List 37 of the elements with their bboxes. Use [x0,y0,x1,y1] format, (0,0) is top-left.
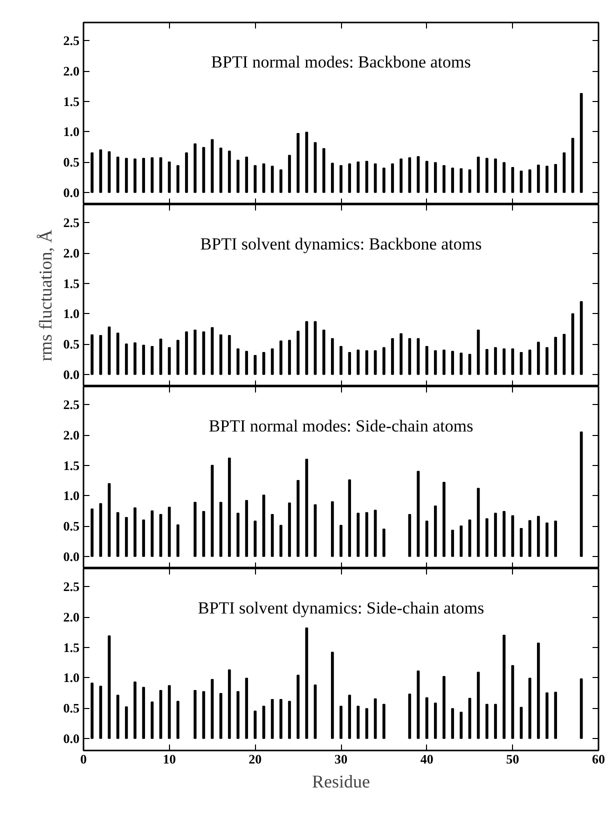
y-tick-label: 1.5 [63,94,80,109]
y-tick-label: 0.0 [63,730,80,746]
y-tick-label: 1.0 [63,488,80,504]
y-tick-label: 2.5 [63,215,80,230]
y-tick-label: 1.5 [63,276,80,291]
text: BPTI solvent dynamics: Side-chain atoms [198,598,484,618]
x-axis-title: Residue [312,772,370,792]
y-tick-label: 1.5 [63,458,80,473]
y-tick-label: 2.0 [63,610,80,625]
y-tick-label: 2.5 [63,579,80,594]
y-tick-label: 2.5 [63,33,80,48]
y-axis-title: rms fluctuation, Å [35,230,56,362]
y-tick-label: 0.0 [63,184,80,200]
text: BPTI normal modes: Side-chain atoms [208,416,474,436]
x-tick-label: 0 [80,752,87,766]
y-tick-label: 1.5 [63,640,80,655]
y-tick-label: 0.5 [63,336,80,352]
y-tick-label: 2.5 [63,397,80,412]
text: BPTI normal modes: Backbone atoms [211,52,471,72]
y-tick-label: 2.0 [63,64,80,79]
y-tick-label: 0.0 [63,366,80,382]
x-tick-label: 40 [420,752,434,766]
y-tick-label: 1.0 [63,124,80,140]
y-tick-label: 0.5 [63,518,80,534]
y-tick-label: 1.0 [63,306,80,322]
text: BPTI solvent dynamics: Backbone atoms [200,234,482,254]
x-tick-label: 50 [506,752,520,766]
x-tick-label: 20 [248,752,262,766]
y-tick-label: 1.0 [63,670,80,686]
x-tick-label: 60 [592,752,605,766]
x-tick-label: 10 [162,752,176,766]
x-tick-label: 30 [334,752,348,766]
y-tick-label: 2.0 [63,428,80,443]
y-tick-label: 0.5 [63,154,80,170]
y-tick-label: 0.0 [63,548,80,564]
y-tick-label: 0.5 [63,700,80,716]
y-tick-label: 2.0 [63,246,80,261]
